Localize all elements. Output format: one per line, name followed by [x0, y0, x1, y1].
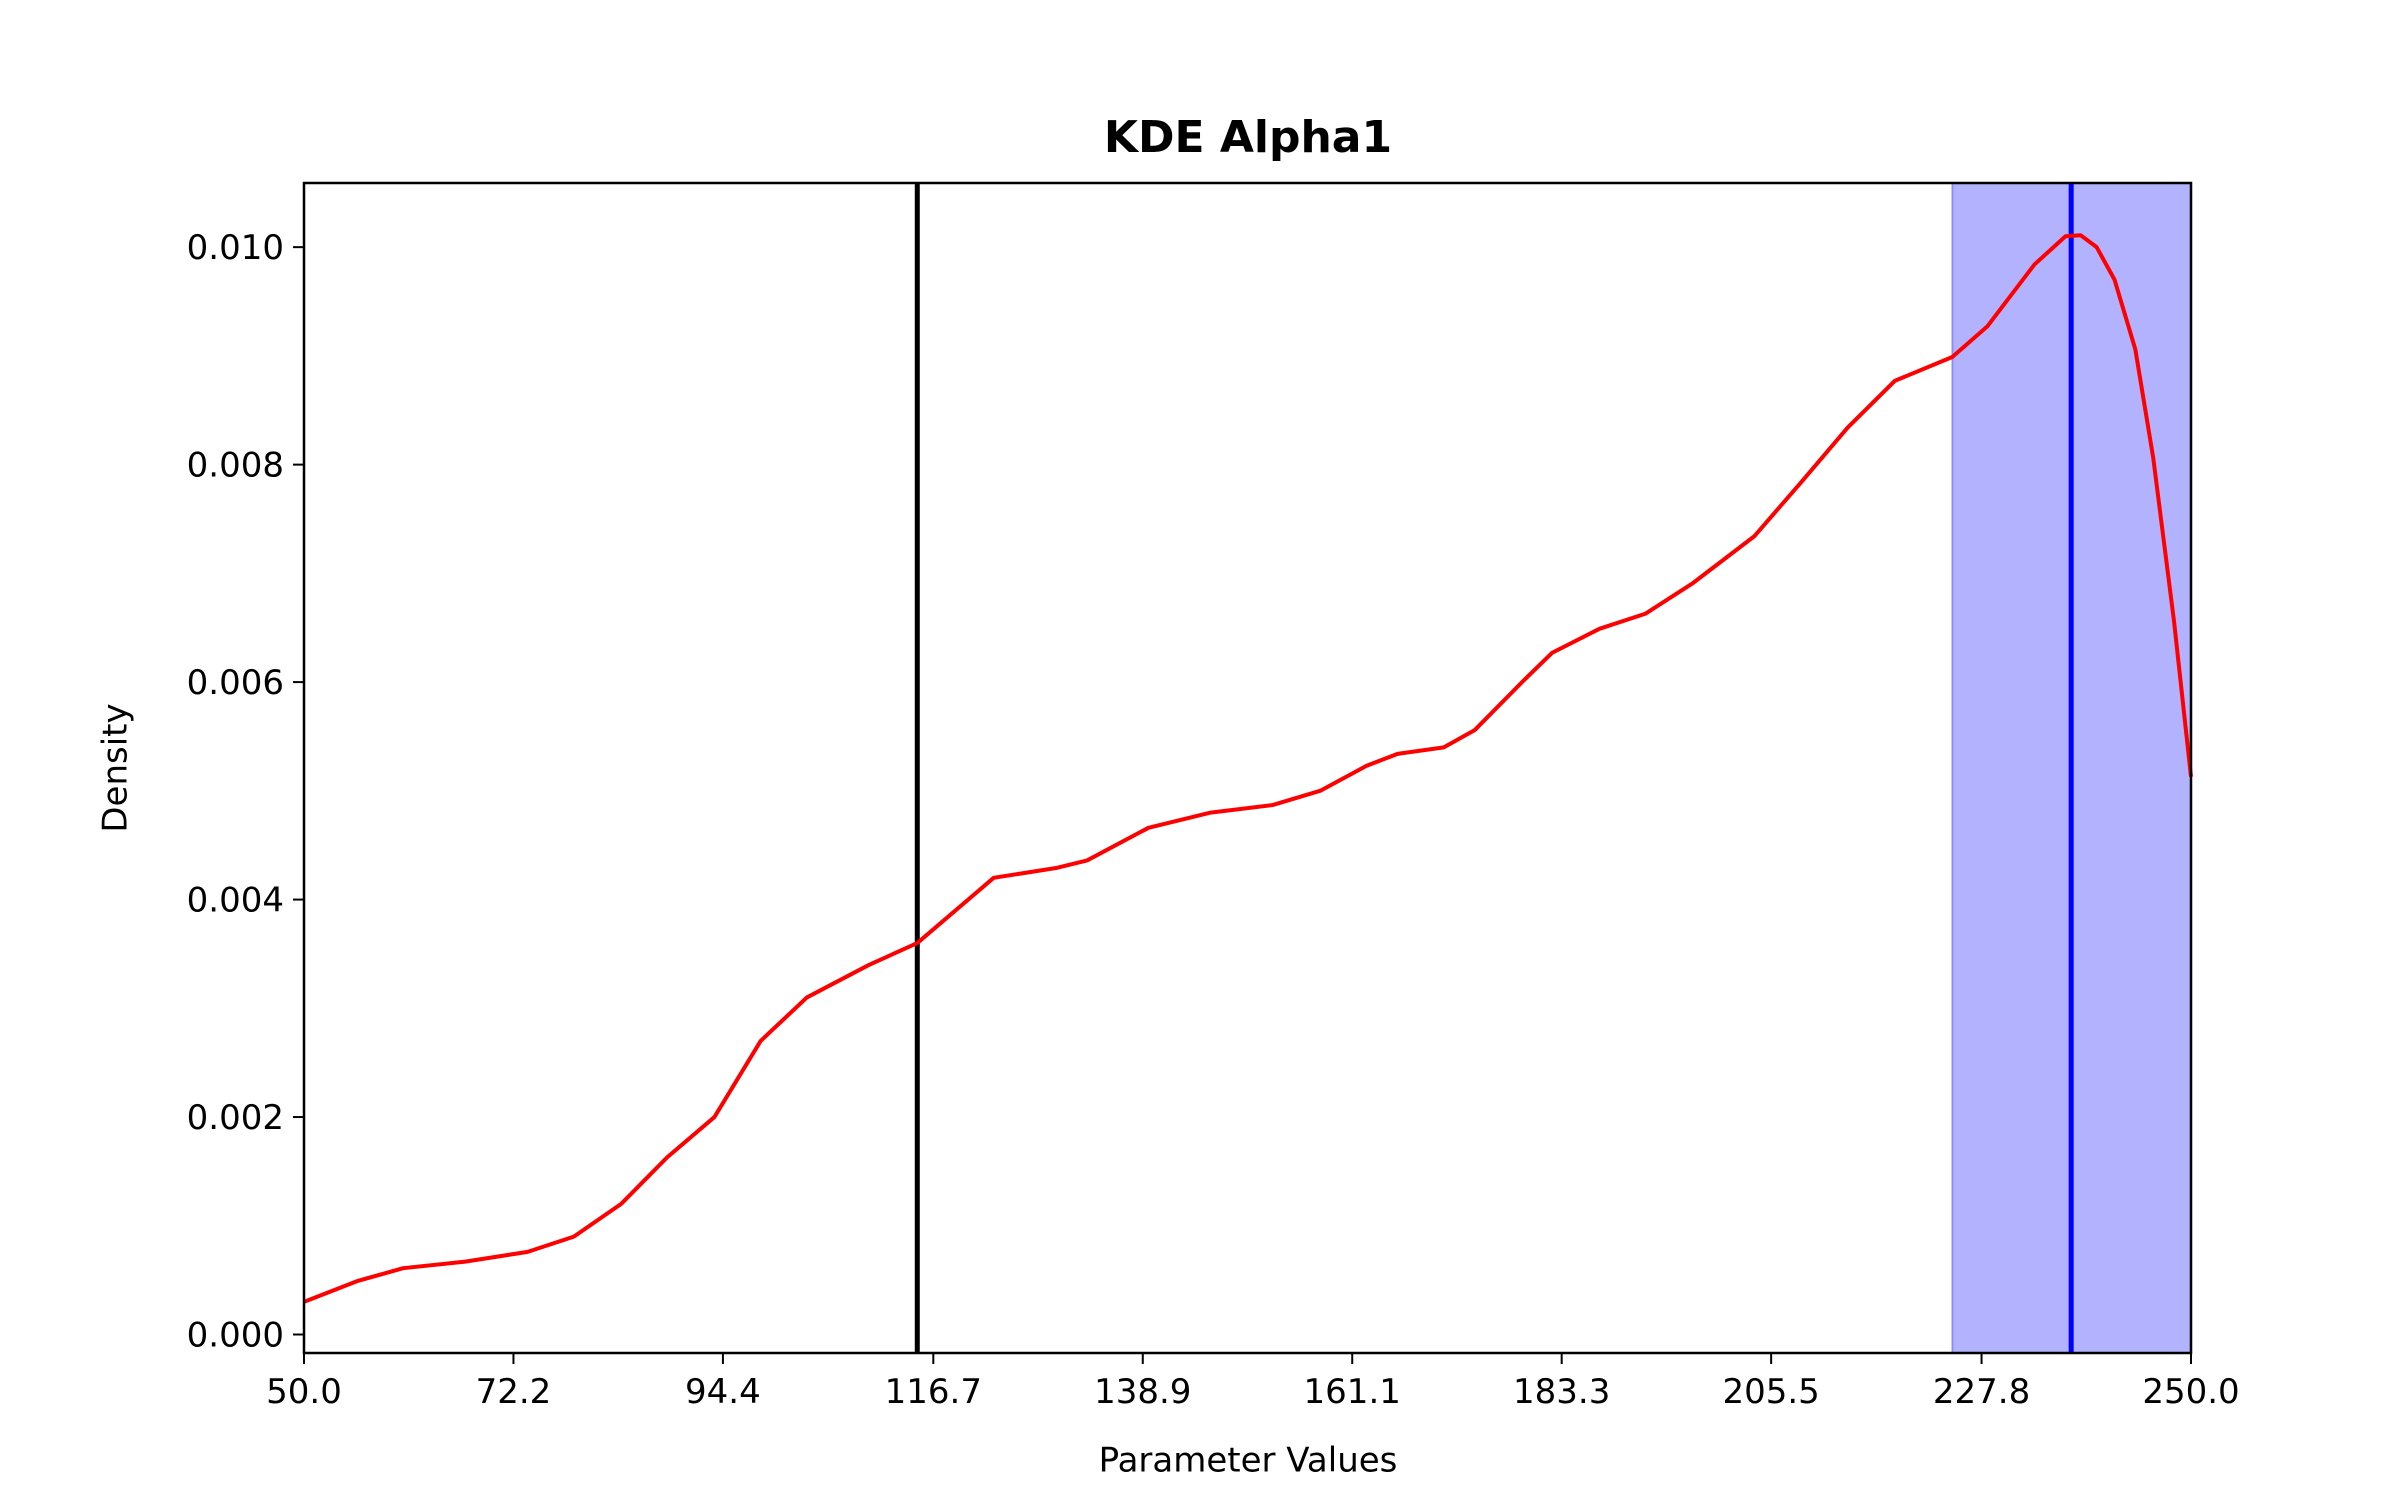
- x-tick-label: 250.0: [2142, 1372, 2239, 1412]
- x-tick-label: 72.2: [476, 1372, 552, 1412]
- x-tick-label: 94.4: [685, 1372, 761, 1412]
- kde-line: [303, 233, 2193, 1304]
- y-axis-label: Density: [96, 703, 136, 832]
- y-tick-label: 0.010: [187, 228, 284, 268]
- x-tick-label: 161.1: [1304, 1372, 1401, 1412]
- x-tick-label: 183.3: [1513, 1372, 1610, 1412]
- x-tick-label: 205.5: [1722, 1372, 1819, 1412]
- y-tick-label: 0.002: [187, 1098, 284, 1138]
- y-tick-label: 0.008: [187, 446, 284, 486]
- x-axis-label: Parameter Values: [1099, 1441, 1398, 1481]
- y-tick-label: 0.004: [187, 881, 284, 921]
- x-tick-label: 227.8: [1933, 1372, 2030, 1412]
- x-tick-label: 138.9: [1094, 1372, 1191, 1412]
- plot-frame: [302, 181, 2193, 1355]
- chart-title: KDE Alpha1: [1104, 112, 1392, 163]
- x-tick-label: 116.7: [885, 1372, 982, 1412]
- y-tick-label: 0.006: [187, 663, 284, 703]
- x-tick-label: 50.0: [266, 1372, 342, 1412]
- y-tick-label: 0.000: [187, 1316, 284, 1356]
